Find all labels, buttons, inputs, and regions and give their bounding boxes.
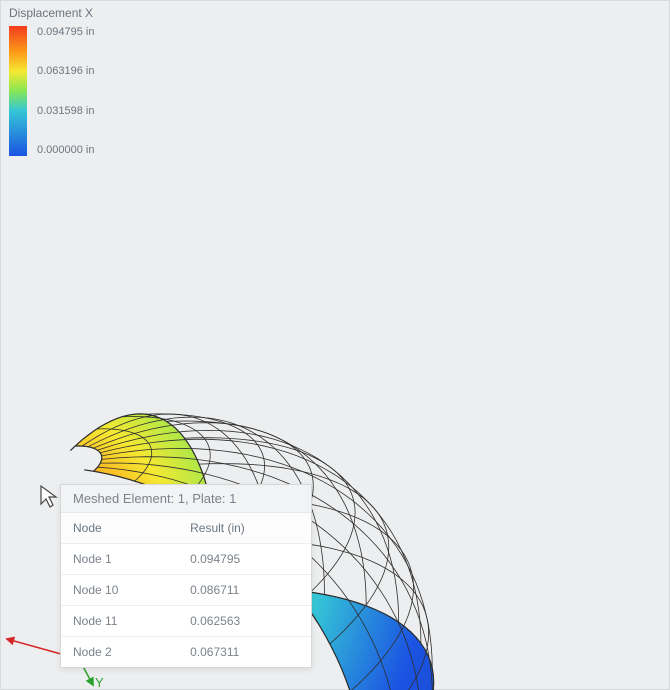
table-row: Node 10.094795 xyxy=(61,544,311,575)
legend-tick: 0.031598 in xyxy=(37,105,95,117)
tooltip-col-node: Node xyxy=(61,513,178,544)
table-row: Node 20.067311 xyxy=(61,637,311,668)
color-legend: Displacement X 0.094795 in0.063196 in0.0… xyxy=(9,6,95,156)
axis-y-label: Y xyxy=(95,675,104,689)
fea-viewport[interactable]: Displacement X 0.094795 in0.063196 in0.0… xyxy=(0,0,670,690)
element-tooltip: Meshed Element: 1, Plate: 1 Node Result … xyxy=(60,484,312,668)
legend-tick: 0.000000 in xyxy=(37,144,95,156)
legend-ticks: 0.094795 in 0.063196 in 0.031598 in 0.00000… xyxy=(37,26,95,156)
legend-title: Displacement X xyxy=(9,6,95,20)
table-row: Node 110.062563 xyxy=(61,606,311,637)
tooltip-table: Node Result (in) Node 10.094795Node 100.… xyxy=(61,513,311,667)
legend-tick: 0.094795 in xyxy=(37,26,95,38)
legend-gradient-bar xyxy=(9,26,27,156)
tooltip-title: Meshed Element: 1, Plate: 1 xyxy=(61,485,311,513)
tooltip-col-result: Result (in) xyxy=(178,513,311,544)
legend-tick: 0.063196 in xyxy=(37,65,95,77)
table-row: Node 100.086711 xyxy=(61,575,311,606)
